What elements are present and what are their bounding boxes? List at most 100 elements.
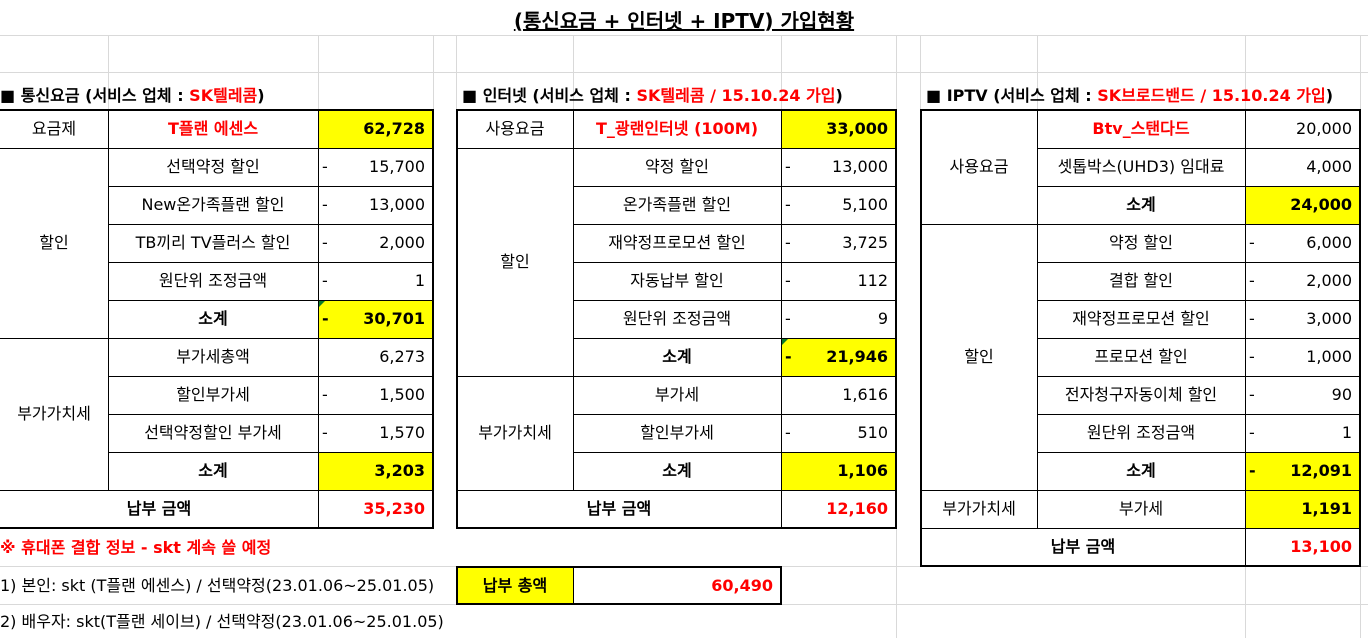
internet-discount-amount: 13,000 bbox=[832, 157, 888, 176]
iptv-fee-label: 사용요금 bbox=[949, 157, 1009, 176]
internet-discount-sign: - bbox=[785, 233, 791, 252]
mobile-vat-subtotal-label: 소계 bbox=[198, 461, 228, 480]
internet-vat-amount: 1,616 bbox=[842, 385, 888, 404]
mobile-vat-sign: - bbox=[322, 385, 328, 404]
internet-discount-sign: - bbox=[785, 157, 791, 176]
internet-discount-amount: 9 bbox=[877, 309, 888, 328]
iptv-fee-amount: 20,000 bbox=[1296, 119, 1352, 138]
internet-discount-sign: - bbox=[785, 271, 791, 290]
internet-discount-name: 원단위 조정금액 bbox=[622, 309, 732, 328]
mobile-vat-name: 선택약정할인 부가세 bbox=[144, 423, 282, 442]
internet-header-vendor: SK텔레콤 / 15.10.24 가입 bbox=[636, 86, 836, 105]
internet-discount-subtotal: 21,946 bbox=[826, 347, 888, 366]
iptv-discount-label: 할인 bbox=[964, 347, 994, 366]
iptv-discount-amount: 2,000 bbox=[1306, 271, 1352, 290]
total-amount: 60,490 bbox=[711, 575, 773, 595]
internet-fee-amount: 33,000 bbox=[826, 119, 888, 138]
iptv-discount-subtotal: 12,091 bbox=[1290, 461, 1352, 480]
mobile-discount-label: 할인 bbox=[39, 233, 69, 252]
iptv-vat-label: 부가가치세 bbox=[942, 499, 1016, 518]
internet-discount-sign: - bbox=[785, 195, 791, 214]
mobile-discount-name: New온가족플랜 할인 bbox=[141, 195, 285, 214]
mobile-discount-subtotal-sign: - bbox=[322, 309, 329, 328]
mobile-discount-amount: 1 bbox=[414, 271, 425, 290]
mobile-plan-label: 요금제 bbox=[31, 119, 77, 138]
iptv-discount-subtotal-label: 소계 bbox=[1126, 461, 1156, 480]
mobile-discount-sign: - bbox=[322, 271, 328, 290]
iptv-discount-amount: 1 bbox=[1341, 423, 1352, 442]
note-line: 2) 배우자: skt(T플랜 세이브) / 선택약정(23.01.06~25.… bbox=[0, 611, 444, 631]
mobile-discount-sign: - bbox=[322, 195, 328, 214]
total-label: 납부 총액 bbox=[457, 567, 573, 604]
mobile-header-suffix: ) bbox=[257, 86, 265, 105]
page-title: (통신요금 + 인터넷 + IPTV) 가입현황 bbox=[513, 8, 855, 33]
mobile-section-header: ■ 통신요금 (서비스 업체 : SK텔레콤) bbox=[0, 82, 265, 106]
internet-fee-name: T_광랜인터넷 (100M) bbox=[595, 119, 759, 138]
comment-marker-icon bbox=[782, 339, 788, 345]
iptv-discount-name: 재약정프로모션 할인 bbox=[1072, 309, 1210, 328]
iptv-vat-name: 부가세 bbox=[1118, 499, 1164, 518]
internet-vat-sign: - bbox=[785, 423, 791, 442]
mobile-vat-amount: 1,570 bbox=[379, 423, 425, 442]
mobile-discount-name: TB끼리 TV플러스 할인 bbox=[135, 233, 291, 252]
iptv-discount-sign: - bbox=[1249, 309, 1255, 328]
iptv-section-header: ■ IPTV (서비스 업체 : SK브로드밴드 / 15.10.24 가입) bbox=[926, 82, 1333, 106]
internet-discount-name: 재약정프로모션 할인 bbox=[608, 233, 746, 252]
iptv-fee-subtotal: 24,000 bbox=[1290, 195, 1352, 214]
internet-vat-subtotal-label: 소계 bbox=[662, 461, 692, 480]
iptv-discount-amount: 6,000 bbox=[1306, 233, 1352, 252]
iptv-discount-name: 프로모션 할인 bbox=[1094, 347, 1188, 366]
internet-discount-subtotal-sign: - bbox=[785, 347, 792, 366]
mobile-vat-sign: - bbox=[322, 423, 328, 442]
iptv-fee-name: 셋톱박스(UHD3) 임대료 bbox=[1057, 157, 1225, 176]
internet-discount-name: 약정 할인 bbox=[645, 157, 709, 176]
mobile-pay-amount: 35,230 bbox=[363, 499, 425, 518]
mobile-plan-name: T플랜 에센스 bbox=[167, 119, 259, 138]
iptv-fee-name: Btv_스탠다드 bbox=[1092, 119, 1190, 138]
iptv-discount-name: 전자청구자동이체 할인 bbox=[1064, 385, 1218, 404]
internet-discount-name: 자동납부 할인 bbox=[630, 271, 724, 290]
iptv-header-vendor: SK브로드밴드 / 15.10.24 가입 bbox=[1097, 86, 1326, 105]
mobile-vat-subtotal: 3,203 bbox=[374, 461, 425, 480]
internet-vat-subtotal: 1,106 bbox=[837, 461, 888, 480]
internet-discount-label: 할인 bbox=[500, 252, 530, 271]
internet-header-suffix: ) bbox=[835, 86, 843, 105]
internet-discount-sign: - bbox=[785, 309, 791, 328]
note-line: 1) 본인: skt (T플랜 에센스) / 선택약정(23.01.06~25.… bbox=[0, 575, 435, 595]
iptv-discount-sign: - bbox=[1249, 233, 1255, 252]
internet-fee-label: 사용요금 bbox=[485, 119, 545, 138]
internet-vat-amount: 510 bbox=[857, 423, 888, 442]
iptv-pay-label: 납부 금액 bbox=[1050, 537, 1116, 556]
internet-discount-amount: 3,725 bbox=[842, 233, 888, 252]
internet-discount-name: 온가족플랜 할인 bbox=[622, 195, 732, 214]
mobile-discount-amount: 13,000 bbox=[369, 195, 425, 214]
mobile-discount-subtotal: 30,701 bbox=[363, 309, 425, 328]
iptv-discount-sign: - bbox=[1249, 423, 1255, 442]
notes-header: ※ 휴대폰 결합 정보 - skt 계속 쓸 예정 bbox=[0, 537, 272, 557]
iptv-header-prefix: ■ IPTV (서비스 업체 : bbox=[926, 86, 1098, 105]
mobile-discount-amount: 15,700 bbox=[369, 157, 425, 176]
mobile-vat-amount: 6,273 bbox=[379, 347, 425, 366]
iptv-discount-name: 약정 할인 bbox=[1109, 233, 1173, 252]
mobile-vat-name: 할인부가세 bbox=[176, 385, 250, 404]
iptv-discount-name: 원단위 조정금액 bbox=[1086, 423, 1196, 442]
internet-vat-name: 할인부가세 bbox=[640, 423, 714, 442]
comment-marker-icon bbox=[319, 301, 325, 307]
mobile-header-vendor: SK텔레콤 bbox=[189, 86, 258, 105]
mobile-header-prefix: ■ 통신요금 (서비스 업체 : bbox=[0, 86, 190, 105]
internet-vat-name: 부가세 bbox=[654, 385, 700, 404]
mobile-pay-label: 납부 금액 bbox=[126, 499, 192, 518]
internet-vat-label: 부가가치세 bbox=[478, 423, 552, 442]
iptv-header-suffix: ) bbox=[1325, 86, 1334, 105]
iptv-fee-amount: 4,000 bbox=[1306, 157, 1352, 176]
internet-discount-subtotal-label: 소계 bbox=[662, 347, 692, 366]
iptv-discount-amount: 1,000 bbox=[1306, 347, 1352, 366]
mobile-discount-subtotal-label: 소계 bbox=[198, 309, 228, 328]
mobile-discount-sign: - bbox=[322, 233, 328, 252]
mobile-discount-sign: - bbox=[322, 157, 328, 176]
mobile-vat-amount: 1,500 bbox=[379, 385, 425, 404]
iptv-discount-sign: - bbox=[1249, 347, 1255, 366]
mobile-discount-name: 선택약정 할인 bbox=[166, 157, 260, 176]
iptv-discount-sign: - bbox=[1249, 271, 1255, 290]
internet-pay-amount: 12,160 bbox=[826, 499, 888, 518]
